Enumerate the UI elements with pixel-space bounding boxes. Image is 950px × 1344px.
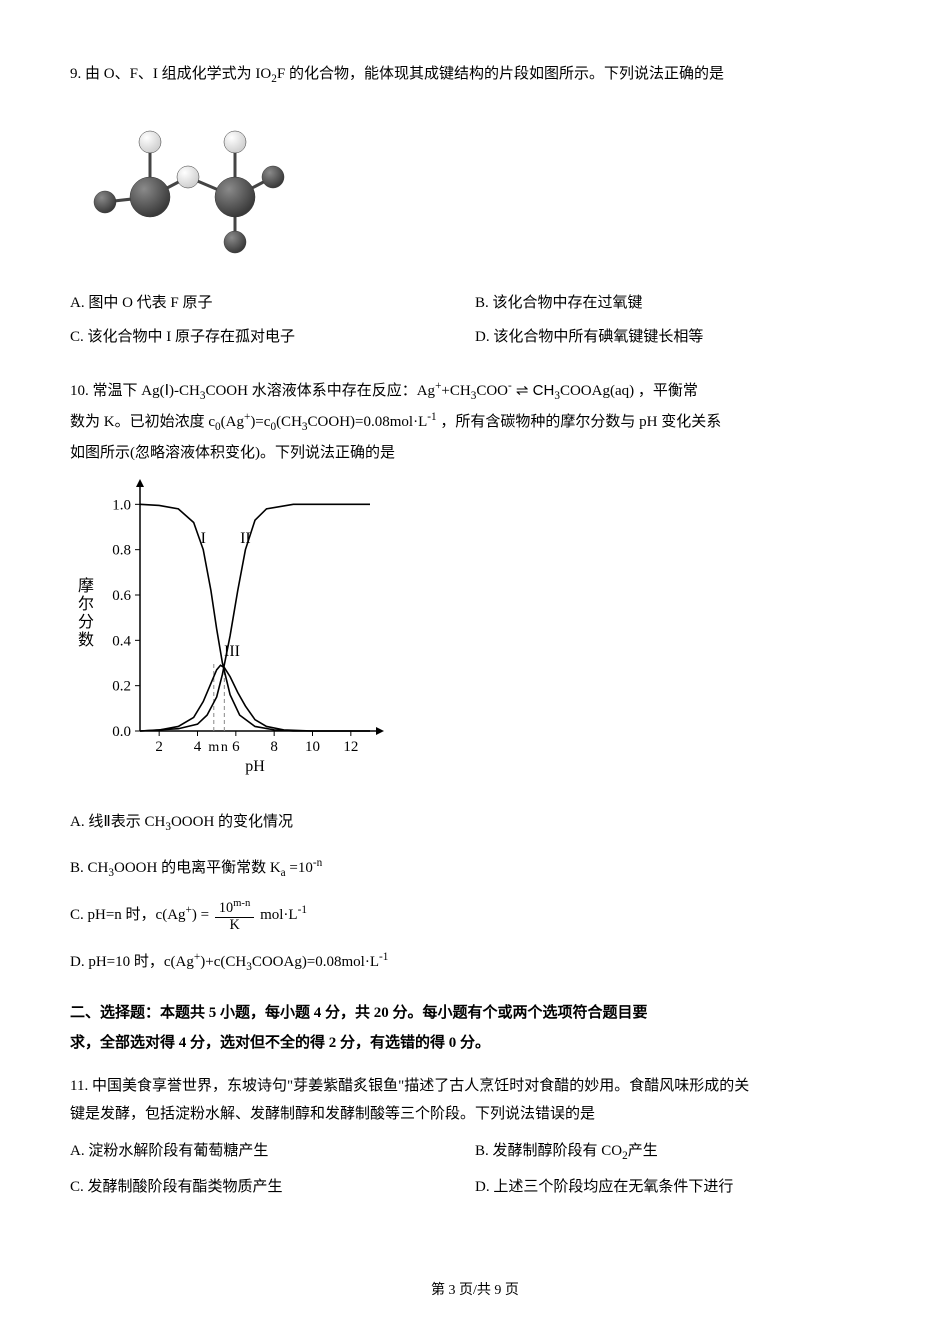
question-11: 11. 中国美食享誉世界，东坡诗句"芽姜紫醋炙银鱼"描述了古人烹饪时对食醋的妙用… bbox=[70, 1072, 880, 1208]
q11-number: 11. bbox=[70, 1078, 88, 1094]
svg-text:12: 12 bbox=[343, 739, 358, 755]
q11-option-a: A. 淀粉水解阶段有葡萄糖产生 bbox=[70, 1137, 475, 1167]
q9-molecule-structure bbox=[80, 102, 880, 273]
svg-text:分: 分 bbox=[78, 613, 94, 631]
q11-options: A. 淀粉水解阶段有葡萄糖产生 B. 发酵制醇阶段有 CO2产生 C. 发酵制酸… bbox=[70, 1137, 880, 1208]
svg-text:10: 10 bbox=[305, 739, 320, 755]
svg-text:0.2: 0.2 bbox=[112, 679, 131, 695]
q10-option-c: C. pH=n 时，c(Ag+) = 10m-nK mol·L-1 bbox=[70, 898, 880, 933]
q9-number: 9. bbox=[70, 66, 81, 82]
q10-chart: 0.00.20.40.60.81.024681012mn摩尔分数pHIIIIII bbox=[70, 477, 880, 788]
svg-text:0.4: 0.4 bbox=[112, 633, 131, 649]
q9-options: A. 图中 O 代表 F 原子 B. 该化合物中存在过氧键 C. 该化合物中 I… bbox=[70, 289, 880, 358]
q10-option-b: B. CH3OOOH 的电离平衡常数 Ka =10-n bbox=[70, 851, 880, 886]
q9-option-c: C. 该化合物中 I 原子存在孤对电子 bbox=[70, 323, 475, 352]
question-10: 10. 常温下 Ag(Ⅰ)-CH3COOH 水溶液体系中存在反应：Ag++CH3… bbox=[70, 376, 880, 980]
svg-text:I: I bbox=[201, 530, 206, 547]
svg-text:pH: pH bbox=[245, 758, 265, 775]
svg-text:1.0: 1.0 bbox=[112, 497, 131, 513]
q11-option-b: B. 发酵制醇阶段有 CO2产生 bbox=[475, 1137, 880, 1167]
svg-text:II: II bbox=[240, 530, 251, 547]
q10-number: 10. bbox=[70, 383, 89, 399]
q9-stem: 9. 由 O、F、I 组成化学式为 IO2F 的化合物，能体现其成键结构的片段如… bbox=[70, 60, 880, 90]
page-footer: 第 3 页/共 9 页 bbox=[70, 1278, 880, 1305]
svg-text:6: 6 bbox=[232, 739, 240, 755]
q10-options: A. 线Ⅱ表示 CH3OOOH 的变化情况 B. CH3OOOH 的电离平衡常数… bbox=[70, 806, 880, 980]
svg-text:n: n bbox=[221, 740, 228, 755]
q10-option-d: D. pH=10 时，c(Ag+)+c(CH3COOAg)=0.08mol·L-… bbox=[70, 945, 880, 980]
svg-text:0.6: 0.6 bbox=[112, 588, 131, 604]
svg-text:数: 数 bbox=[78, 631, 94, 649]
q10-stem: 10. 常温下 Ag(Ⅰ)-CH3COOH 水溶液体系中存在反应：Ag++CH3… bbox=[70, 376, 880, 467]
svg-text:尔: 尔 bbox=[78, 595, 94, 613]
q9-option-a: A. 图中 O 代表 F 原子 bbox=[70, 289, 475, 318]
svg-text:2: 2 bbox=[155, 739, 163, 755]
q11-stem: 11. 中国美食享誉世界，东坡诗句"芽姜紫醋炙银鱼"描述了古人烹饪时对食醋的妙用… bbox=[70, 1072, 880, 1129]
question-9: 9. 由 O、F、I 组成化学式为 IO2F 的化合物，能体现其成键结构的片段如… bbox=[70, 60, 880, 358]
svg-text:8: 8 bbox=[270, 739, 278, 755]
svg-text:4: 4 bbox=[194, 739, 202, 755]
svg-text:0.8: 0.8 bbox=[112, 543, 131, 559]
section-2-title: 二、选择题：本题共 5 小题，每小题 4 分，共 20 分。每小题有个或两个选项… bbox=[70, 998, 880, 1058]
svg-text:III: III bbox=[224, 643, 240, 660]
svg-text:m: m bbox=[208, 740, 219, 755]
q11-option-d: D. 上述三个阶段均应在无氧条件下进行 bbox=[475, 1173, 880, 1202]
q9-option-b: B. 该化合物中存在过氧键 bbox=[475, 289, 880, 318]
svg-text:0.0: 0.0 bbox=[112, 724, 131, 740]
q11-option-c: C. 发酵制酸阶段有酯类物质产生 bbox=[70, 1173, 475, 1202]
q9-option-d: D. 该化合物中所有碘氧键键长相等 bbox=[475, 323, 880, 352]
q10-option-a: A. 线Ⅱ表示 CH3OOOH 的变化情况 bbox=[70, 806, 880, 840]
svg-text:摩: 摩 bbox=[78, 577, 94, 595]
